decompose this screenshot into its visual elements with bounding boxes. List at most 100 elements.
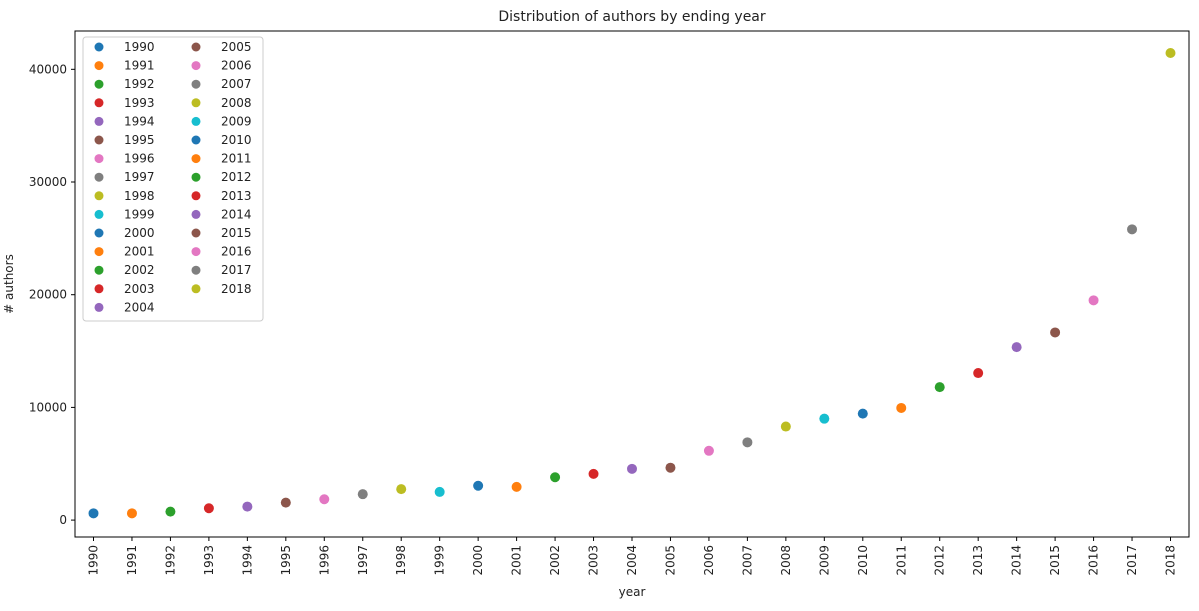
x-tick-label: 2013 <box>971 545 985 576</box>
x-tick-label: 2015 <box>1048 545 1062 576</box>
legend-box <box>82 36 264 322</box>
y-axis: 0 10000 20000 30000 40000 <box>29 62 75 527</box>
legend-marker <box>94 135 104 145</box>
legend-label: 2004 <box>124 300 155 314</box>
y-axis-label: # authors <box>2 254 16 314</box>
legend-label: 2012 <box>221 170 252 184</box>
legend-marker <box>191 61 201 71</box>
x-axis-label: year <box>619 585 646 599</box>
data-point <box>703 445 714 456</box>
legend-label: 2016 <box>221 245 252 259</box>
legend-marker <box>191 247 201 257</box>
x-tick-label: 1996 <box>317 545 331 576</box>
x-tick-label: 1997 <box>356 545 370 576</box>
data-point <box>242 501 253 512</box>
legend-marker <box>94 116 104 126</box>
x-tick-label: 1994 <box>240 545 254 576</box>
x-tick-label: 2001 <box>510 545 524 576</box>
x-tick-label: 2007 <box>740 545 754 576</box>
data-point <box>396 484 407 495</box>
data-point <box>934 382 945 393</box>
legend-marker <box>94 191 104 201</box>
data-point <box>319 494 330 505</box>
legend-label: 2003 <box>124 282 155 296</box>
x-tick-label: 2014 <box>1010 545 1024 576</box>
legend-label: 2007 <box>221 77 252 91</box>
x-axis: 1990 1991 1992 1993 1994 1995 1996 1997 1998 1999… <box>87 537 1178 576</box>
x-tick-label: 1998 <box>394 545 408 576</box>
legend-label: 1997 <box>124 170 155 184</box>
legend-marker <box>94 154 104 164</box>
y-tick-label: 30000 <box>29 175 67 189</box>
x-tick-label: 1990 <box>87 545 101 576</box>
legend-label: 1998 <box>124 189 155 203</box>
data-point <box>511 481 522 492</box>
chart-title: Distribution of authors by ending year <box>498 9 766 25</box>
legend-label: 2010 <box>221 133 252 147</box>
legend-label: 1999 <box>124 207 155 221</box>
y-tick-label: 10000 <box>29 400 67 414</box>
x-tick-label: 2018 <box>1164 545 1178 576</box>
data-point <box>550 472 561 483</box>
legend-marker <box>94 98 104 108</box>
legend-marker <box>191 191 201 201</box>
x-tick-label: 1991 <box>125 545 139 576</box>
data-point <box>203 503 214 514</box>
data-point <box>1165 47 1176 58</box>
legend-marker <box>191 154 201 164</box>
legend-marker <box>191 42 201 52</box>
legend-label: 1990 <box>124 40 155 54</box>
data-points <box>88 47 1176 519</box>
legend-marker <box>191 135 201 145</box>
legend-label: 1992 <box>124 77 155 91</box>
data-point <box>165 506 176 517</box>
data-point <box>357 489 368 500</box>
legend-label: 1995 <box>124 133 155 147</box>
data-point <box>126 508 137 519</box>
legend-label: 1996 <box>124 152 155 166</box>
x-tick-label: 1992 <box>163 545 177 576</box>
data-point <box>88 508 99 519</box>
data-point <box>1127 224 1138 235</box>
legend-label: 2009 <box>221 114 252 128</box>
legend-marker <box>191 209 201 219</box>
data-point <box>819 413 830 424</box>
x-tick-label: 2011 <box>894 545 908 576</box>
x-tick-label: 1995 <box>279 545 293 576</box>
legend-label: 1993 <box>124 96 155 110</box>
legend-marker <box>191 116 201 126</box>
legend-marker <box>191 79 201 89</box>
x-tick-label: 2006 <box>702 545 716 576</box>
legend-marker <box>94 247 104 257</box>
legend: 1990 1991 1992 1993 1994 1995 1996 1997 1998 1999… <box>82 36 264 322</box>
legend-label: 2000 <box>124 226 155 240</box>
data-point <box>896 402 907 413</box>
legend-marker <box>94 228 104 238</box>
legend-label: 1991 <box>124 59 155 73</box>
x-tick-label: 2004 <box>625 545 639 576</box>
legend-marker <box>94 265 104 275</box>
legend-label: 2018 <box>221 282 252 296</box>
legend-items: 1990 1991 1992 1993 1994 1995 1996 1997 1998 1999… <box>94 40 252 314</box>
legend-marker <box>94 172 104 182</box>
data-point <box>973 368 984 379</box>
data-point <box>588 468 599 479</box>
data-point <box>665 462 676 473</box>
legend-label: 2001 <box>124 245 155 259</box>
legend-label: 2014 <box>221 207 252 221</box>
data-point <box>627 463 637 474</box>
data-point <box>1011 342 1022 353</box>
x-tick-label: 2010 <box>856 545 870 576</box>
legend-marker <box>191 284 201 294</box>
y-tick-label: 0 <box>59 513 67 527</box>
legend-label: 2005 <box>221 40 252 54</box>
data-point <box>1088 295 1099 306</box>
data-point <box>1050 327 1061 338</box>
x-tick-label: 2009 <box>817 545 831 576</box>
legend-label: 2002 <box>124 263 155 277</box>
y-tick-label: 20000 <box>29 288 67 302</box>
legend-marker <box>191 172 201 182</box>
data-point <box>780 421 791 432</box>
